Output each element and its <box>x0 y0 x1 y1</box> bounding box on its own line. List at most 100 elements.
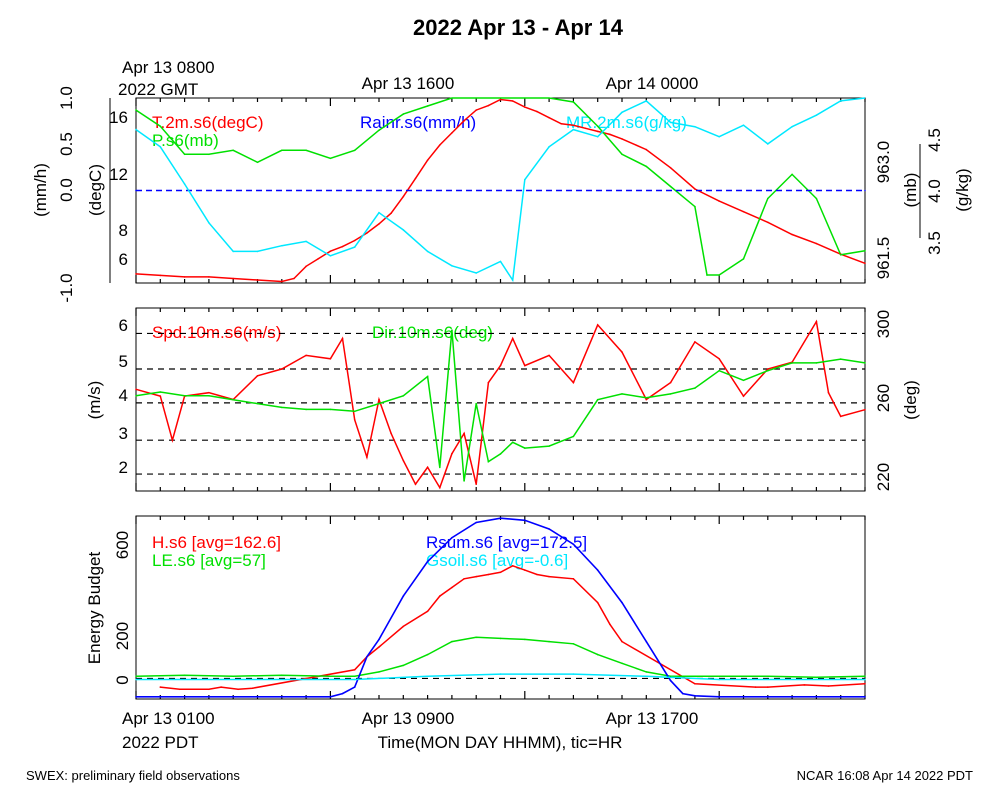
data-point <box>596 130 599 133</box>
data-point <box>511 565 514 567</box>
data-point <box>353 149 356 152</box>
data-point <box>402 459 405 462</box>
data-point <box>232 149 234 152</box>
bottom-time-label-left-1: Apr 13 0100 <box>122 709 215 728</box>
data-point <box>329 696 332 698</box>
data-point <box>548 640 550 643</box>
legend-mixing-ratio: MR.2m.s6(g/kg) <box>566 113 687 132</box>
data-point <box>281 244 283 247</box>
mr-tick-label: 3.5 <box>925 231 944 255</box>
data-point <box>864 189 866 192</box>
data-point <box>815 114 818 116</box>
data-point <box>208 391 210 394</box>
data-point <box>159 686 162 688</box>
data-point <box>596 398 599 401</box>
top-time-label-right: Apr 14 0000 <box>606 74 699 93</box>
series-line-le <box>135 636 866 679</box>
data-point <box>329 358 332 360</box>
data-point <box>742 379 745 382</box>
data-point <box>135 273 137 275</box>
data-point <box>584 127 587 130</box>
data-point <box>451 265 453 267</box>
data-point <box>621 153 623 156</box>
data-point <box>178 688 181 691</box>
rain-axis-ticks: -1.0 0.0 0.5 1.0 <box>57 86 76 302</box>
x-axis-label: Time(MON DAY HHMM), tic=HR <box>378 733 623 752</box>
data-point <box>524 638 526 641</box>
data-point <box>767 221 769 224</box>
data-point <box>439 486 441 489</box>
data-point <box>742 210 745 213</box>
data-point <box>669 167 672 169</box>
data-point <box>426 159 429 161</box>
data-point <box>815 362 818 364</box>
data-point <box>572 101 575 103</box>
data-point <box>694 188 696 190</box>
temp-tick-label: 12 <box>109 165 128 184</box>
data-point <box>135 395 137 397</box>
data-point <box>208 688 210 691</box>
data-point <box>402 195 405 198</box>
data-point <box>645 397 648 399</box>
data-point <box>366 656 368 658</box>
legend-rsum: Rsum.s6 [avg=172.5] <box>426 533 587 552</box>
data-point <box>499 98 502 101</box>
data-point <box>694 387 696 389</box>
series-line-mr <box>135 97 866 283</box>
data-point <box>237 688 239 691</box>
temp-tick-label: 16 <box>109 108 128 127</box>
data-point <box>135 189 137 192</box>
data-point <box>232 675 234 678</box>
data-point <box>378 646 380 648</box>
energy-axis-ticks: 0 200 600 <box>113 531 132 685</box>
data-point <box>402 625 405 628</box>
data-point <box>463 578 465 580</box>
data-point <box>463 432 465 435</box>
direction-tick-label: 260 <box>874 384 893 412</box>
data-point <box>256 402 259 405</box>
data-point <box>390 212 392 214</box>
top-time-label-left-1: Apr 13 0800 <box>122 58 215 77</box>
data-point <box>718 274 720 276</box>
data-point <box>353 239 356 242</box>
speed-tick-label: 2 <box>119 458 128 477</box>
legend-gsoil: Gsoil.s6 [avg=-0.6] <box>426 551 568 570</box>
data-point <box>426 653 429 656</box>
data-point <box>864 675 866 678</box>
speed-tick-label: 4 <box>119 386 128 405</box>
data-point <box>499 260 502 263</box>
pressure-axis-label: (mb) <box>901 173 920 208</box>
data-point <box>414 483 417 486</box>
data-point <box>767 368 769 370</box>
data-point <box>864 408 866 411</box>
data-point <box>669 121 672 124</box>
data-point <box>839 415 842 418</box>
data-point <box>402 113 405 115</box>
data-point <box>487 460 490 463</box>
data-point <box>329 408 332 411</box>
data-point <box>694 683 696 685</box>
data-point <box>645 148 648 151</box>
data-point <box>305 265 307 268</box>
data-point <box>451 640 453 643</box>
rain-tick-label: 0.5 <box>57 132 76 156</box>
data-point <box>815 242 818 245</box>
data-point <box>596 125 599 127</box>
data-point <box>232 277 234 280</box>
data-point <box>645 671 648 673</box>
bottom-time-label-left-2: 2022 PDT <box>122 733 199 752</box>
data-point <box>524 364 526 367</box>
mr-axis-label: (g/kg) <box>953 168 972 211</box>
data-point <box>548 575 550 578</box>
data-point <box>208 222 210 224</box>
data-point <box>317 257 320 260</box>
legend-temp: T.2m.s6(degC) <box>152 113 263 132</box>
data-point <box>572 543 575 545</box>
data-point <box>183 395 186 397</box>
data-point <box>669 679 672 682</box>
data-point <box>621 662 623 665</box>
direction-tick-label: 220 <box>874 463 893 491</box>
legend-h: H.s6 [avg=162.6] <box>152 533 281 552</box>
data-point <box>475 483 478 486</box>
data-point <box>208 276 210 278</box>
